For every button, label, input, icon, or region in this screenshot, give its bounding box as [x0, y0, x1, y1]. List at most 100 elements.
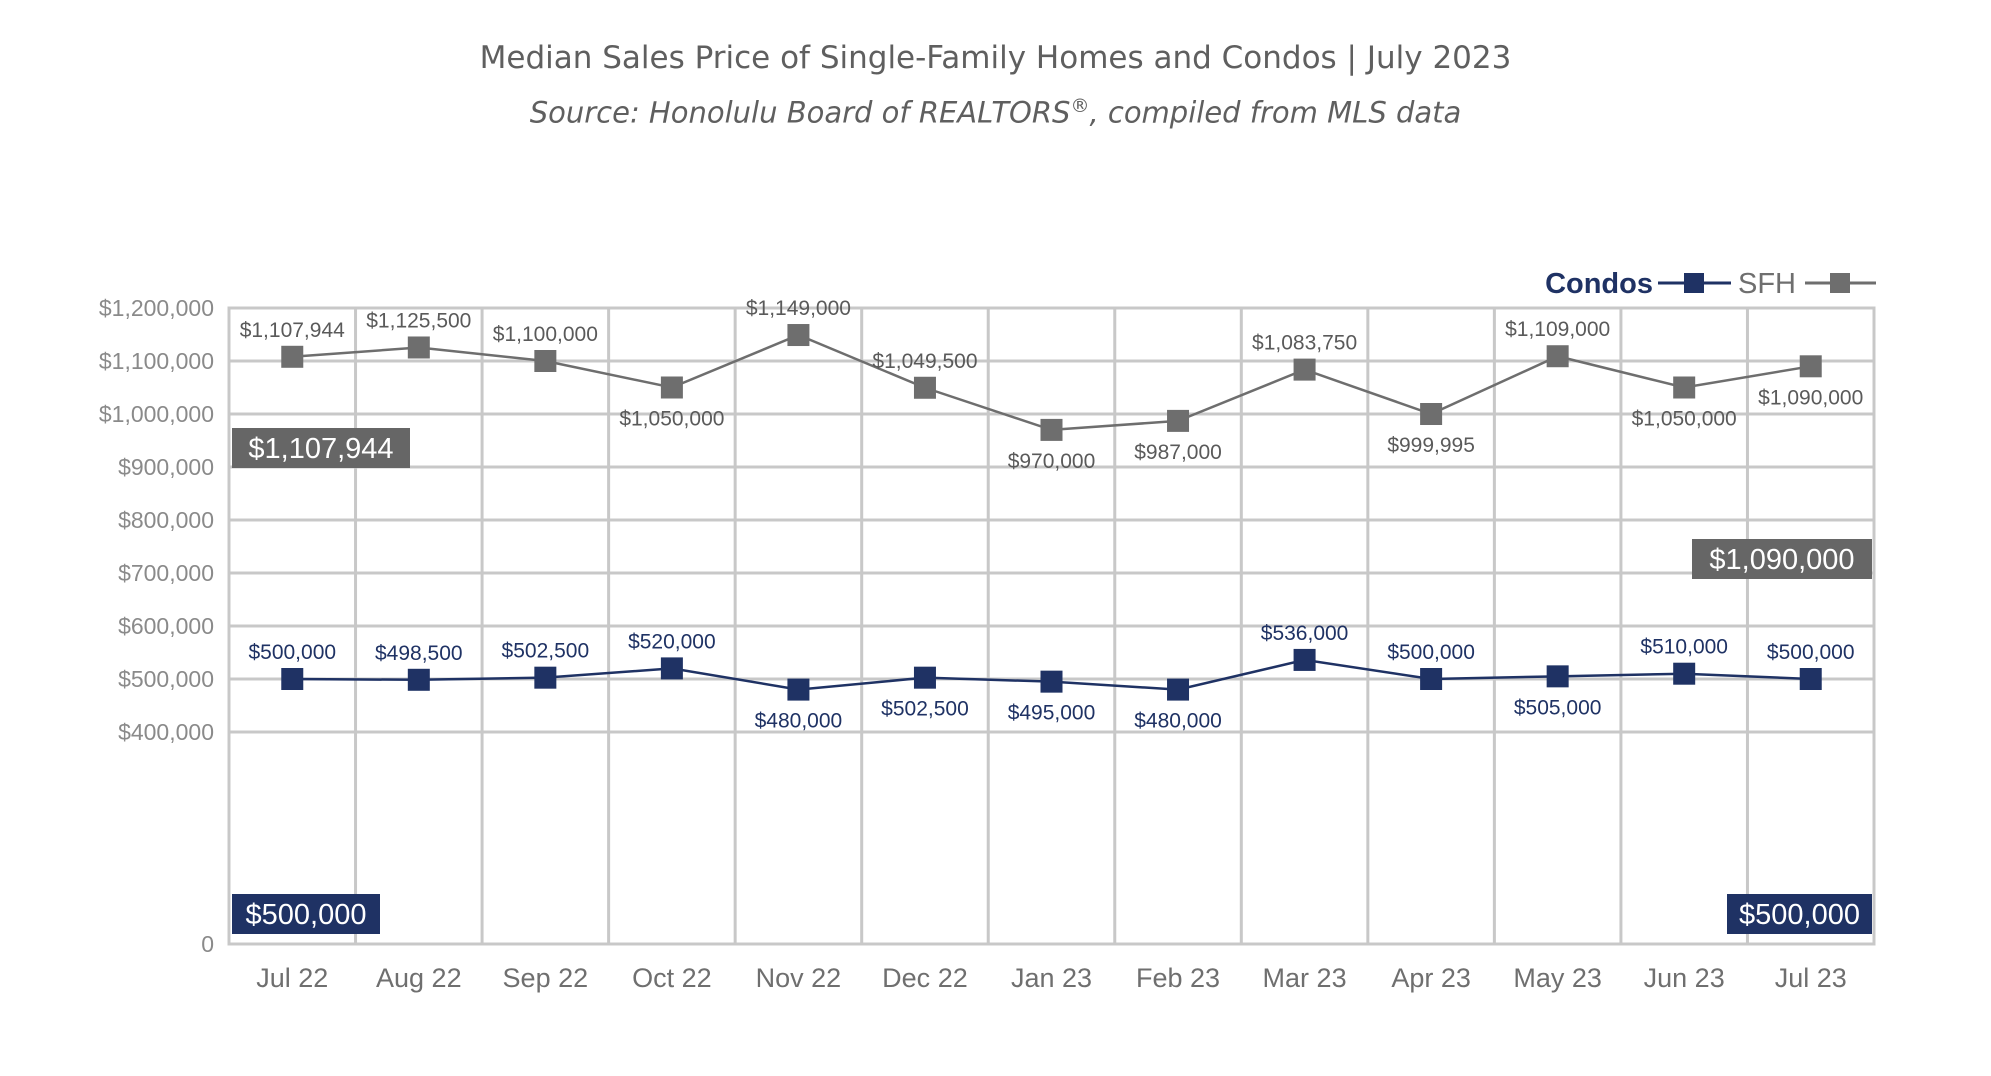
- condo-data-label: $502,500: [502, 640, 590, 663]
- x-tick-label: Jun 23: [1644, 963, 1725, 993]
- condo-data-label: $498,500: [375, 642, 463, 665]
- condo-point-marker: [534, 666, 557, 689]
- x-tick-label: Dec 22: [882, 963, 968, 993]
- sfh-data-label: $1,109,000: [1505, 318, 1610, 341]
- callout-condo-last-text: $500,000: [1739, 899, 1860, 931]
- sfh-data-label: $970,000: [1008, 450, 1096, 473]
- callout-sfh-first-box: [232, 428, 410, 468]
- condo-data-label: $536,000: [1261, 622, 1349, 645]
- legend-condos-marker: [1684, 273, 1704, 293]
- legend-sfh-label: SFH: [1738, 268, 1796, 300]
- condo-data-label: $495,000: [1008, 702, 1096, 725]
- condo-data-label: $520,000: [628, 630, 716, 653]
- y-tick-label: $1,000,000: [99, 401, 214, 427]
- condo-point-marker: [913, 666, 936, 689]
- callout-sfh-last-text: $1,090,000: [1709, 544, 1854, 576]
- sfh-point-marker: [1799, 355, 1822, 378]
- subtitle-tail: , compiled from MLS data: [1089, 95, 1462, 130]
- y-axis-ticks: $1,200,000 $1,100,000 $1,000,000 $900,000 $8…: [99, 295, 214, 957]
- sfh-data-label: $987,000: [1134, 441, 1222, 464]
- sfh-point-marker: [281, 345, 304, 368]
- series-condos: $500,000 $498,500 $502,500 $520,000 $480,000…: [248, 622, 1854, 733]
- legend-condos-label: Condos: [1545, 268, 1653, 300]
- y-tick-label: $400,000: [118, 719, 214, 745]
- x-tick-label: Apr 23: [1391, 963, 1471, 993]
- sfh-data-label: $999,995: [1387, 434, 1475, 457]
- sfh-point-marker: [1293, 358, 1316, 381]
- callout-sfh-first-text: $1,107,944: [248, 433, 393, 465]
- x-tick-label: Jul 22: [256, 963, 328, 993]
- chart-legend: Condos SFH: [1545, 268, 1876, 300]
- y-tick-label: $1,200,000: [99, 295, 214, 321]
- sfh-point-marker: [1673, 376, 1696, 399]
- condo-point-marker: [787, 678, 810, 701]
- sfh-point-marker: [913, 376, 936, 399]
- chart-grid: [227, 306, 1876, 946]
- condo-point-marker: [407, 668, 430, 691]
- x-tick-label: Oct 22: [632, 963, 712, 993]
- y-tick-label: $500,000: [118, 666, 214, 692]
- x-axis-ticks: Jul 22 Aug 22 Sep 22 Oct 22 Nov 22 Dec 22 Jan …: [256, 963, 1847, 993]
- condo-data-label: $510,000: [1640, 636, 1728, 659]
- x-tick-label: Aug 22: [376, 963, 462, 993]
- condo-point-marker: [1673, 662, 1696, 685]
- sfh-data-label: $1,050,000: [1632, 408, 1737, 431]
- sfh-point-marker: [1546, 345, 1569, 368]
- x-tick-label: Nov 22: [756, 963, 842, 993]
- condo-data-label: $480,000: [1134, 710, 1222, 733]
- condo-data-label: $500,000: [1767, 641, 1855, 664]
- sfh-data-label: $1,100,000: [493, 323, 598, 346]
- sfh-data-label: $1,149,000: [746, 297, 851, 320]
- chart-header: Median Sales Price of Single-Family Home…: [0, 38, 1991, 133]
- sfh-point-marker: [407, 336, 430, 359]
- condo-data-label: $500,000: [1387, 641, 1475, 664]
- y-tick-label: 0: [201, 931, 214, 957]
- y-tick-label: $700,000: [118, 560, 214, 586]
- x-tick-label: Jan 23: [1011, 963, 1092, 993]
- sfh-data-label: $1,050,000: [619, 408, 724, 431]
- chart-subtitle: Source: Honolulu Board of REALTORS®, com…: [0, 86, 1991, 133]
- sfh-line: [292, 333, 1811, 432]
- condo-data-label: $502,500: [881, 698, 969, 721]
- series-sfh: $1,107,944 $1,125,500 $1,100,000 $1,050,000…: [240, 297, 1864, 473]
- condo-point-marker: [1293, 648, 1316, 671]
- legend-sfh-marker: [1830, 273, 1850, 293]
- condo-point-marker: [1546, 665, 1569, 688]
- x-tick-label: Mar 23: [1263, 963, 1347, 993]
- callout-condo-first-box: [232, 894, 380, 934]
- value-callouts: $1,107,944 $1,090,000 $500,000 $500,000: [232, 428, 1872, 934]
- condo-point-marker: [281, 668, 304, 690]
- sfh-point-marker: [534, 350, 557, 372]
- condo-data-label: $500,000: [248, 641, 336, 664]
- condo-point-marker: [1167, 678, 1190, 701]
- sfh-point-marker: [1040, 418, 1063, 441]
- y-tick-label: $600,000: [118, 613, 214, 639]
- callout-condo-first-text: $500,000: [246, 899, 367, 931]
- condo-point-marker: [1420, 668, 1443, 690]
- sfh-point-marker: [787, 324, 810, 347]
- sfh-data-label: $1,125,500: [366, 309, 471, 332]
- callout-sfh-last-box: [1692, 539, 1872, 579]
- sfh-point-marker: [1420, 403, 1443, 426]
- condo-point-marker: [1799, 668, 1822, 690]
- subtitle-registered-mark: ®: [1070, 95, 1090, 117]
- sfh-point-marker: [660, 376, 683, 399]
- x-tick-label: Feb 23: [1136, 963, 1220, 993]
- x-tick-label: Jul 23: [1775, 963, 1847, 993]
- subtitle-source: Source: Honolulu Board of REALTORS: [529, 95, 1071, 130]
- condo-data-label: $505,000: [1514, 696, 1602, 719]
- sfh-point-marker: [1167, 409, 1190, 432]
- y-tick-label: $900,000: [118, 454, 214, 480]
- condo-point-marker: [660, 657, 683, 680]
- y-tick-label: $1,100,000: [99, 348, 214, 374]
- condo-data-label: $480,000: [755, 710, 843, 733]
- x-tick-label: May 23: [1513, 963, 1602, 993]
- y-tick-label: $800,000: [118, 507, 214, 533]
- sfh-data-label: $1,083,750: [1252, 332, 1357, 355]
- sfh-data-label: $1,107,944: [240, 319, 345, 342]
- x-tick-label: Sep 22: [503, 963, 589, 993]
- callout-condo-last-box: [1727, 894, 1872, 934]
- chart-title: Median Sales Price of Single-Family Home…: [479, 40, 1512, 76]
- sfh-data-label: $1,090,000: [1758, 386, 1863, 409]
